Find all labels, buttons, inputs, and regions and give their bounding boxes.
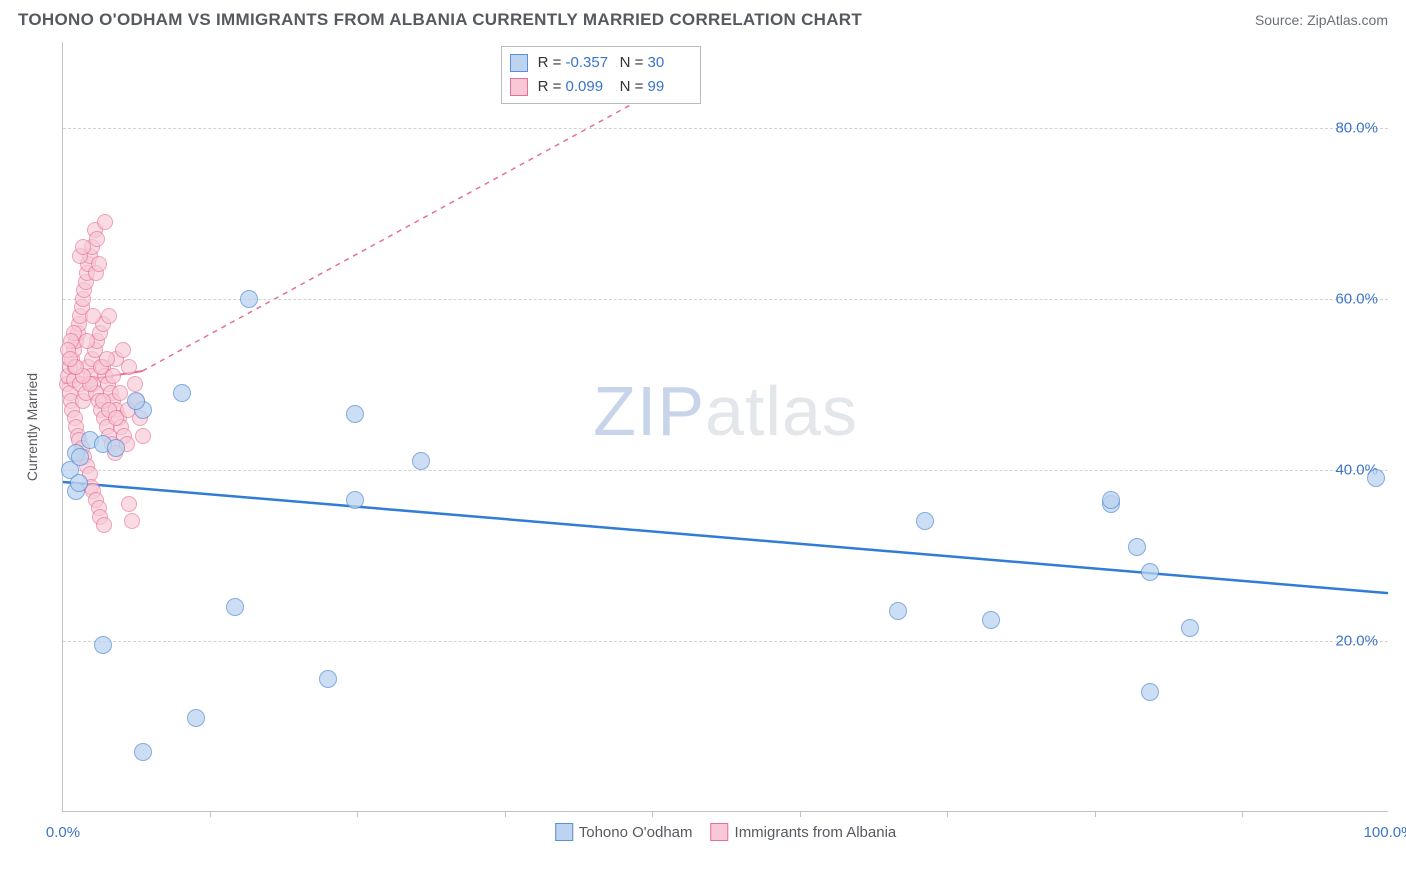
data-point [412,452,430,470]
infobox-row: R = -0.357 N = 30 [510,51,692,75]
data-point [916,512,934,530]
legend-item: Immigrants from Albania [711,823,897,841]
data-point [1141,683,1159,701]
data-point [889,602,907,620]
data-point [112,385,128,401]
stat-r: R = -0.357 [538,51,610,75]
x-tick-label: 100.0% [1364,824,1406,841]
x-tick-mark [800,811,801,817]
data-point [226,598,244,616]
data-point [107,439,125,457]
gridline-h [63,128,1388,129]
y-tick-label: 20.0% [1335,632,1378,649]
data-point [97,214,113,230]
data-point [187,709,205,727]
y-tick-label: 60.0% [1335,290,1378,307]
y-tick-label: 80.0% [1335,119,1378,136]
chart-title: TOHONO O'ODHAM VS IMMIGRANTS FROM ALBANI… [18,10,862,30]
data-point [70,474,88,492]
data-point [115,342,131,358]
data-point [127,392,145,410]
infobox-row: R = 0.099 N = 99 [510,75,692,99]
gridline-h [63,470,1388,471]
stat-r: R = 0.099 [538,75,610,99]
data-point [240,290,258,308]
data-point [101,308,117,324]
data-point [91,256,107,272]
plot-area: ZIPatlas R = -0.357 N = 30 R = 0.099 N = 99… [62,42,1388,812]
data-point [89,231,105,247]
y-axis: Currently Married [18,42,62,812]
data-point [134,743,152,761]
data-point [121,359,137,375]
trendlines [63,42,1388,811]
source-label: Source: ZipAtlas.com [1255,12,1388,28]
gridline-h [63,299,1388,300]
legend-swatch [555,823,573,841]
legend-label: Immigrants from Albania [735,824,897,841]
x-tick-label: 0.0% [46,824,80,841]
watermark: ZIPatlas [593,371,858,451]
data-point [346,491,364,509]
data-point [1141,563,1159,581]
data-point [71,448,89,466]
data-point [99,351,115,367]
x-tick-mark [1095,811,1096,817]
gridline-h [63,641,1388,642]
legend: Tohono O'odham Immigrants from Albania [555,823,897,841]
data-point [79,333,95,349]
x-tick-mark [652,811,653,817]
data-point [1367,469,1385,487]
data-point [121,496,137,512]
data-point [124,513,140,529]
data-point [346,405,364,423]
data-point [96,517,112,533]
series-swatch [510,78,528,96]
data-point [1128,538,1146,556]
x-tick-mark [1242,811,1243,817]
x-tick-mark [947,811,948,817]
legend-label: Tohono O'odham [579,824,693,841]
data-point [135,428,151,444]
x-tick-mark [505,811,506,817]
stat-n: N = 99 [620,75,692,99]
chart-container: Currently Married ZIPatlas R = -0.357 N =… [18,42,1388,852]
data-point [982,611,1000,629]
data-point [173,384,191,402]
series-swatch [510,54,528,72]
legend-swatch [711,823,729,841]
data-point [75,239,91,255]
y-axis-label: Currently Married [24,373,40,481]
data-point [85,308,101,324]
data-point [1102,491,1120,509]
data-point [94,636,112,654]
data-point [62,351,78,367]
data-point [319,670,337,688]
data-point [108,410,124,426]
data-point [1181,619,1199,637]
x-tick-mark [357,811,358,817]
data-point [105,368,121,384]
stats-infobox: R = -0.357 N = 30 R = 0.099 N = 99 [501,46,701,104]
data-point [127,376,143,392]
x-tick-mark [210,811,211,817]
stat-n: N = 30 [620,51,692,75]
legend-item: Tohono O'odham [555,823,693,841]
